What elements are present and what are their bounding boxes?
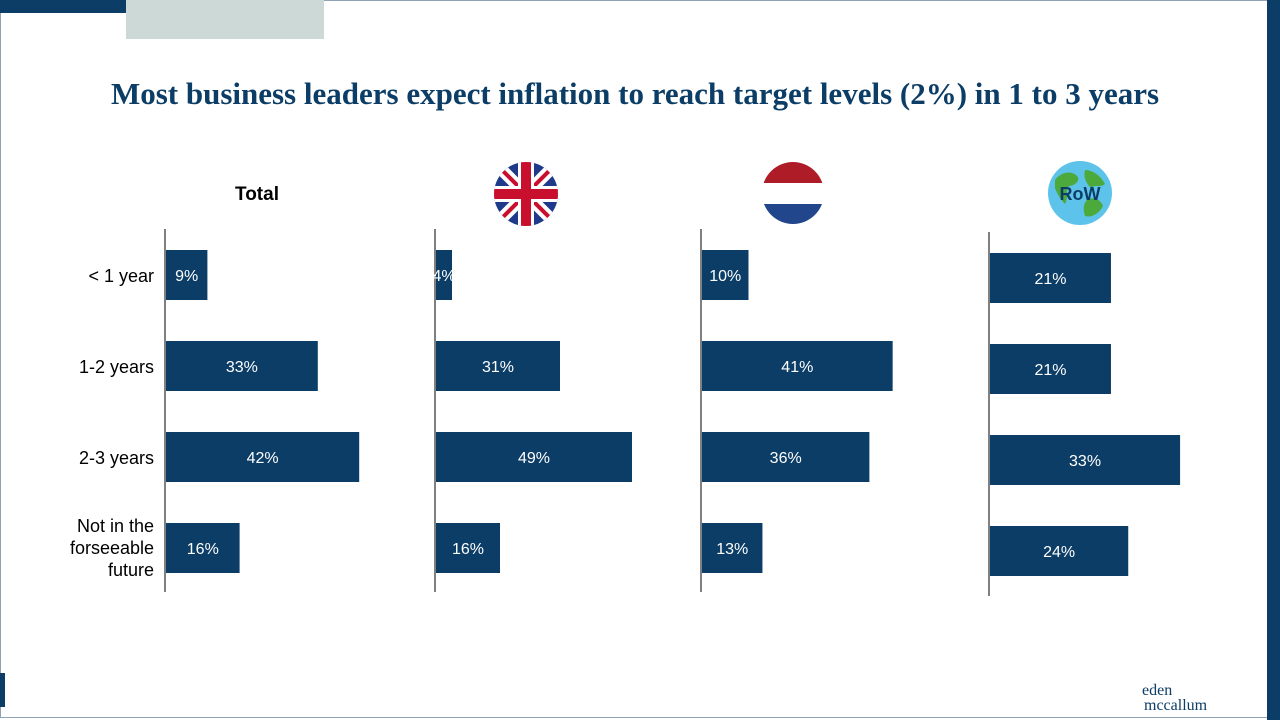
bar-row-3 <box>990 526 1129 576</box>
data-label-row-2: 33% <box>1069 453 1101 470</box>
data-label-total-1: 33% <box>226 359 258 376</box>
data-label-uk-0: 4% <box>432 268 455 285</box>
bar-total-2 <box>166 432 360 482</box>
bar-uk-2 <box>436 432 632 482</box>
bar-total-0 <box>166 250 208 300</box>
data-label-row-1: 21% <box>1034 362 1066 379</box>
eden-mccallum-logo: eden mccallum <box>1142 682 1208 714</box>
netherlands-flag-icon <box>762 162 824 224</box>
data-label-netherlands-3: 13% <box>716 541 748 558</box>
bar-netherlands-1 <box>702 341 893 391</box>
bar-uk-0 <box>436 250 452 300</box>
data-label-uk-1: 31% <box>482 359 514 376</box>
logo-line-1: eden <box>1142 682 1173 699</box>
slide-title: Most business leaders expect inflation t… <box>110 76 1160 111</box>
data-label-total-0: 9% <box>175 268 198 285</box>
panel-title-total: Total <box>235 184 279 205</box>
category-label-1-2: 1-2 years <box>78 357 154 377</box>
data-label-uk-2: 49% <box>518 450 550 467</box>
bar-netherlands-0 <box>702 250 749 300</box>
data-label-netherlands-1: 41% <box>781 359 813 376</box>
bar-uk-1 <box>436 341 560 391</box>
bar-row-1 <box>990 344 1111 394</box>
data-label-total-2: 42% <box>247 450 279 467</box>
category-label-lt1: < 1 year <box>88 266 154 286</box>
accent-bar-grey <box>126 0 324 39</box>
bar-netherlands-3 <box>702 523 763 573</box>
bar-total-1 <box>166 341 318 391</box>
bar-uk-3 <box>436 523 500 573</box>
data-label-netherlands-2: 36% <box>770 450 802 467</box>
bar-row-0 <box>990 253 1111 303</box>
category-label-not-foreseeable: Not in the forseeable future <box>69 516 154 580</box>
bar-row-2 <box>990 435 1181 485</box>
category-label-2-3: 2-3 years <box>78 448 154 468</box>
data-label-netherlands-0: 10% <box>709 268 741 285</box>
uk-flag-icon <box>494 162 558 226</box>
data-label-total-3: 16% <box>187 541 219 558</box>
data-label-row-3: 24% <box>1043 544 1075 561</box>
bar-total-3 <box>166 523 240 573</box>
right-edge-bar <box>1267 0 1280 720</box>
logo-line-2: mccallum <box>1144 697 1208 714</box>
bar-netherlands-2 <box>702 432 870 482</box>
globe-label: RoW <box>1060 184 1101 204</box>
data-label-row-0: 21% <box>1034 271 1066 288</box>
left-edge-mark <box>0 673 5 707</box>
data-label-uk-3: 16% <box>452 541 484 558</box>
globe-icon: RoW <box>1048 161 1112 225</box>
